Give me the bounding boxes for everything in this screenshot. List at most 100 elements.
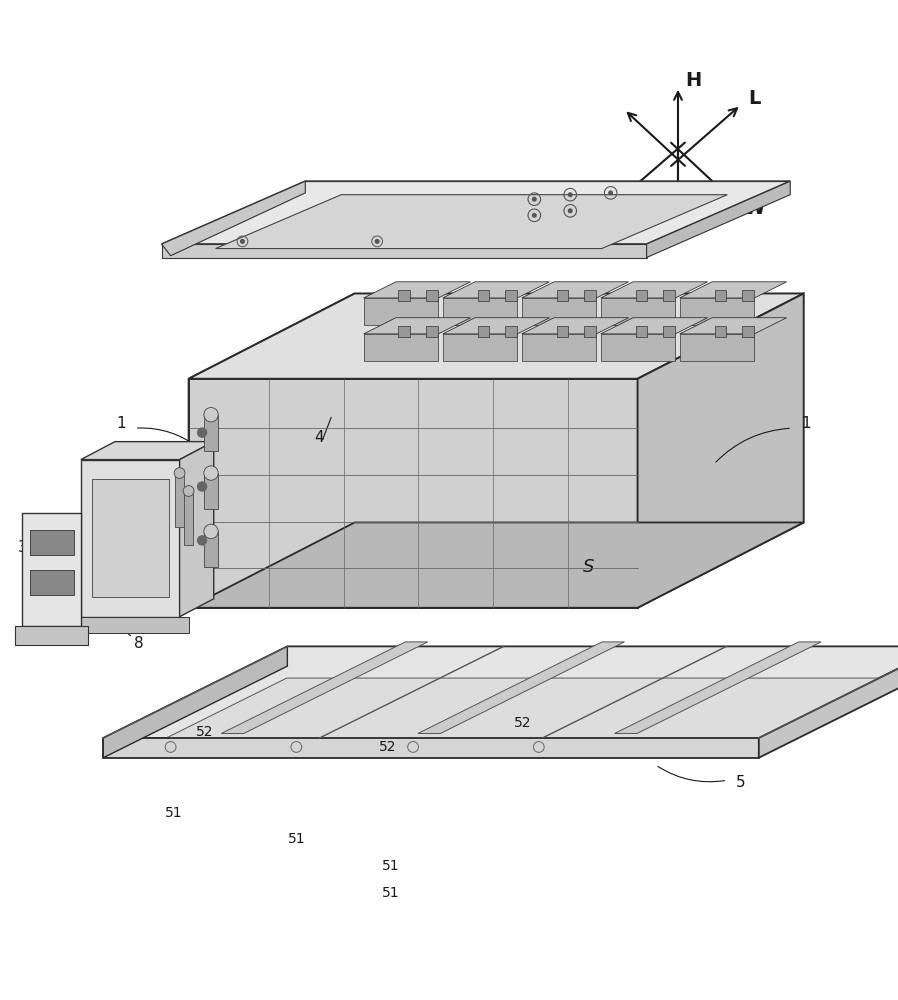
Polygon shape xyxy=(601,282,708,298)
Text: 52: 52 xyxy=(379,740,397,754)
Text: 4: 4 xyxy=(314,430,323,445)
Bar xyxy=(715,290,726,301)
Bar xyxy=(30,570,74,595)
Text: 1: 1 xyxy=(802,416,811,431)
Bar xyxy=(22,513,81,626)
Polygon shape xyxy=(443,282,550,298)
Polygon shape xyxy=(638,293,804,608)
Circle shape xyxy=(204,524,218,539)
Text: 32: 32 xyxy=(54,522,74,537)
Polygon shape xyxy=(180,442,214,617)
Text: 7: 7 xyxy=(350,201,359,216)
Text: 51: 51 xyxy=(382,859,400,873)
Circle shape xyxy=(204,408,218,422)
Polygon shape xyxy=(162,181,305,256)
Circle shape xyxy=(568,209,572,213)
Polygon shape xyxy=(364,298,438,325)
Bar xyxy=(399,326,410,337)
Polygon shape xyxy=(418,642,624,733)
Text: H: H xyxy=(685,71,701,90)
Bar xyxy=(204,531,218,567)
Text: S: S xyxy=(583,558,594,576)
Polygon shape xyxy=(103,646,898,738)
Text: 5: 5 xyxy=(736,775,745,790)
Polygon shape xyxy=(614,642,821,733)
Bar xyxy=(505,326,516,337)
Bar xyxy=(426,326,437,337)
Text: 21: 21 xyxy=(190,481,210,496)
Text: 3: 3 xyxy=(18,540,27,555)
Polygon shape xyxy=(189,293,355,608)
Bar xyxy=(663,290,674,301)
Bar xyxy=(742,290,753,301)
Polygon shape xyxy=(221,642,427,733)
Polygon shape xyxy=(601,298,675,325)
Circle shape xyxy=(174,468,185,478)
Polygon shape xyxy=(601,334,675,361)
Circle shape xyxy=(198,482,207,491)
Polygon shape xyxy=(364,282,471,298)
Polygon shape xyxy=(601,318,708,334)
Polygon shape xyxy=(216,195,727,249)
Polygon shape xyxy=(130,678,888,756)
Text: W: W xyxy=(744,199,765,218)
Bar xyxy=(636,326,647,337)
Polygon shape xyxy=(647,181,790,258)
Polygon shape xyxy=(81,460,180,617)
Bar xyxy=(742,326,753,337)
Polygon shape xyxy=(162,244,647,258)
Polygon shape xyxy=(443,334,517,361)
Circle shape xyxy=(375,240,379,243)
Bar xyxy=(204,473,218,509)
Circle shape xyxy=(183,486,194,496)
Polygon shape xyxy=(364,318,471,334)
Bar xyxy=(584,326,595,337)
Polygon shape xyxy=(81,442,214,460)
Bar xyxy=(478,290,489,301)
Polygon shape xyxy=(189,293,804,379)
Polygon shape xyxy=(522,334,596,361)
Bar xyxy=(15,626,88,645)
Polygon shape xyxy=(189,522,804,608)
Polygon shape xyxy=(522,298,596,325)
Polygon shape xyxy=(103,646,287,758)
Bar xyxy=(557,326,568,337)
Bar xyxy=(399,290,410,301)
Polygon shape xyxy=(680,334,754,361)
Bar xyxy=(30,530,74,555)
Circle shape xyxy=(198,428,207,437)
Bar xyxy=(505,290,516,301)
Text: 51: 51 xyxy=(382,886,400,900)
Polygon shape xyxy=(680,298,754,325)
Circle shape xyxy=(241,240,244,243)
Bar xyxy=(636,290,647,301)
Bar xyxy=(715,326,726,337)
Circle shape xyxy=(609,191,612,195)
Bar xyxy=(175,473,184,527)
Text: 52: 52 xyxy=(196,725,214,739)
Polygon shape xyxy=(443,318,550,334)
Circle shape xyxy=(198,536,207,545)
Polygon shape xyxy=(162,181,790,244)
Text: 31: 31 xyxy=(54,552,74,567)
Text: 52: 52 xyxy=(514,716,532,730)
Circle shape xyxy=(204,466,218,480)
Circle shape xyxy=(568,193,572,196)
Polygon shape xyxy=(522,282,629,298)
Polygon shape xyxy=(522,318,629,334)
Bar xyxy=(426,290,437,301)
Bar xyxy=(557,290,568,301)
Text: 1: 1 xyxy=(117,416,126,431)
Bar xyxy=(184,491,193,545)
Text: 8: 8 xyxy=(135,636,144,651)
Polygon shape xyxy=(680,282,787,298)
Bar xyxy=(478,326,489,337)
Bar xyxy=(663,326,674,337)
Circle shape xyxy=(533,214,536,217)
Bar xyxy=(204,415,218,451)
Polygon shape xyxy=(680,318,787,334)
Circle shape xyxy=(533,197,536,201)
Text: 51: 51 xyxy=(164,806,182,820)
Polygon shape xyxy=(189,379,638,608)
Text: L: L xyxy=(748,89,761,108)
